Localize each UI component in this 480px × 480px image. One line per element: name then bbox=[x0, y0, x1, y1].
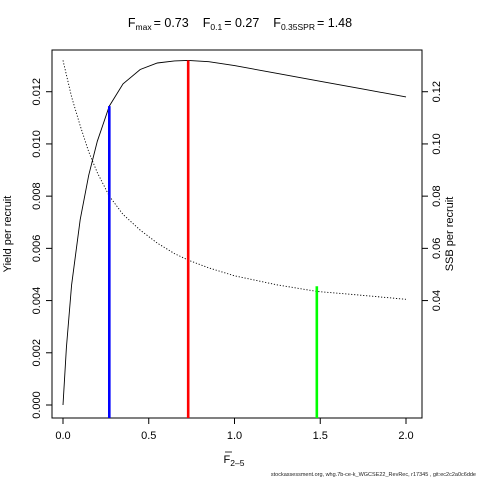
y2-tick-label: 0.12 bbox=[431, 81, 443, 102]
ssb-curve bbox=[62, 60, 407, 300]
title-f01-value: = 0.27 bbox=[224, 16, 259, 30]
y2-axis-label: SSB per recruit bbox=[444, 197, 456, 272]
y-tick-label: 0.008 bbox=[31, 182, 43, 210]
title-fmax-sub: max bbox=[136, 22, 153, 32]
title-fspr-value: = 1.48 bbox=[317, 16, 352, 30]
plot-frame bbox=[51, 49, 423, 419]
x-axis-label-sub: 2–5 bbox=[230, 458, 244, 468]
x-tick-label: 0.0 bbox=[55, 430, 70, 442]
y2-tick-label: 0.04 bbox=[431, 290, 443, 311]
y-tick-label: 0.004 bbox=[31, 287, 43, 315]
title-f01-label: F bbox=[203, 16, 211, 30]
x-axis-label-main: F bbox=[224, 454, 231, 466]
y-tick-label: 0.006 bbox=[31, 235, 43, 263]
x-tick-label: 2.0 bbox=[398, 430, 413, 442]
y-tick-label: 0.002 bbox=[31, 339, 43, 367]
yield-curve bbox=[62, 59, 407, 406]
y2-tick-label: 0.06 bbox=[431, 238, 443, 259]
title-fmax-value: = 0.73 bbox=[154, 16, 189, 30]
y2-tick-label: 0.10 bbox=[431, 133, 443, 154]
title-fspr-sub: 0.35SPR bbox=[281, 22, 315, 32]
y-tick-label: 0.000 bbox=[31, 391, 43, 419]
x-tick-label: 1.5 bbox=[313, 430, 328, 442]
chart-title: Fmax = 0.73 F0.1 = 0.27 F0.35SPR = 1.48 bbox=[128, 16, 352, 32]
x-tick-label: 0.5 bbox=[141, 430, 156, 442]
title-fspr-label: F bbox=[273, 16, 281, 30]
y2-tick-label: 0.08 bbox=[431, 185, 443, 206]
title-f01-sub: 0.1 bbox=[210, 22, 222, 32]
x-axis-label: F2–5 bbox=[224, 454, 245, 468]
title-fmax-label: F bbox=[128, 16, 136, 30]
footer-text: stockassessment.org, whg.7b-ce-k_WGCSE22… bbox=[271, 472, 476, 478]
y-tick-label: 0.012 bbox=[31, 78, 43, 106]
y-tick-label: 0.010 bbox=[31, 130, 43, 158]
y-axis-label: Yield per recruit bbox=[2, 196, 14, 273]
x-tick-label: 1.0 bbox=[227, 430, 242, 442]
